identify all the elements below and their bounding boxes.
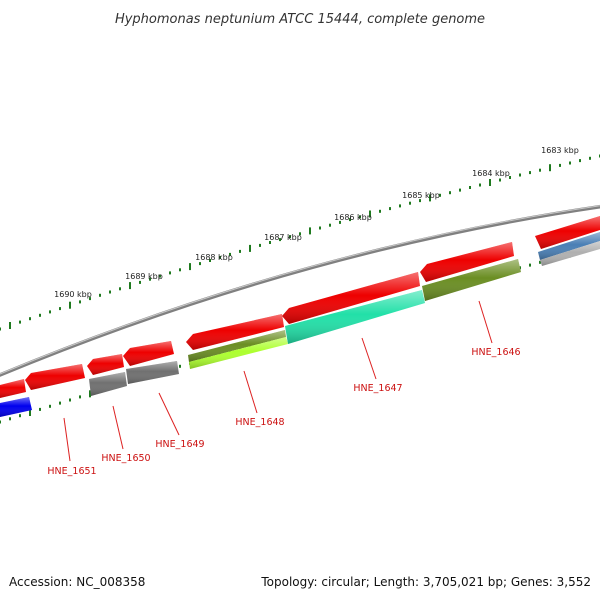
gene-label[interactable]: HNE_1649 bbox=[155, 439, 204, 450]
position-label: 1683 kbp bbox=[541, 146, 579, 155]
genome-stats-text: Topology: circular; Length: 3,705,021 bp… bbox=[260, 575, 591, 589]
cog-block[interactable] bbox=[89, 372, 127, 396]
gene-label[interactable]: HNE_1646 bbox=[471, 347, 520, 358]
leader-line bbox=[478, 300, 493, 344]
label-leader-lines bbox=[63, 300, 493, 462]
gene-label[interactable]: HNE_1647 bbox=[353, 383, 402, 394]
cog-block[interactable] bbox=[188, 330, 286, 362]
cds-track bbox=[0, 216, 600, 398]
position-label: 1685 kbp bbox=[402, 191, 440, 200]
gene-arrow[interactable] bbox=[186, 314, 284, 350]
leader-line bbox=[243, 370, 258, 414]
gene-arrow[interactable] bbox=[535, 216, 600, 249]
position-label: 1688 kbp bbox=[195, 253, 233, 262]
leader-line bbox=[63, 417, 71, 462]
gene-arrow[interactable] bbox=[123, 341, 174, 366]
cog-block[interactable] bbox=[126, 361, 179, 384]
cog-block[interactable] bbox=[285, 290, 425, 344]
gene-arrow[interactable] bbox=[420, 242, 514, 282]
position-label: 1687 kbp bbox=[264, 233, 302, 242]
position-label: 1686 kbp bbox=[334, 213, 372, 222]
cog-block[interactable] bbox=[189, 337, 288, 369]
dna-backbone bbox=[0, 204, 600, 377]
cog-block[interactable] bbox=[422, 259, 521, 301]
leader-line bbox=[112, 405, 124, 450]
cog-block[interactable] bbox=[538, 232, 600, 260]
gene-label[interactable]: HNE_1651 bbox=[47, 466, 96, 477]
position-labels: 1683 kbp 1684 kbp 1685 kbp 1686 kbp 1687… bbox=[54, 146, 579, 299]
cog-track bbox=[0, 232, 600, 417]
position-label: 1690 kbp bbox=[54, 290, 92, 299]
gene-arrow[interactable] bbox=[0, 379, 26, 398]
cog-block[interactable] bbox=[540, 241, 600, 266]
gene-label[interactable]: HNE_1650 bbox=[101, 453, 150, 464]
outer-position-ticks bbox=[0, 154, 600, 331]
map-title: Hyphomonas neptunium ATCC 15444, complet… bbox=[115, 12, 485, 27]
position-label: 1689 kbp bbox=[125, 272, 163, 281]
gene-arrow[interactable] bbox=[25, 364, 85, 390]
gene-label[interactable]: HNE_1648 bbox=[235, 417, 284, 428]
position-label: 1684 kbp bbox=[472, 169, 510, 178]
accession-text: Accession: NC_008358 bbox=[9, 575, 145, 589]
leader-line bbox=[361, 337, 377, 380]
gene-arrow[interactable] bbox=[282, 272, 420, 324]
cog-block[interactable] bbox=[0, 397, 32, 417]
leader-line bbox=[158, 392, 180, 436]
dna-backbone-highlight bbox=[0, 205, 600, 375]
gene-arrow[interactable] bbox=[87, 354, 124, 375]
gene-labels: HNE_1646 HNE_1647 HNE_1648 HNE_1649 HNE_… bbox=[47, 347, 520, 477]
